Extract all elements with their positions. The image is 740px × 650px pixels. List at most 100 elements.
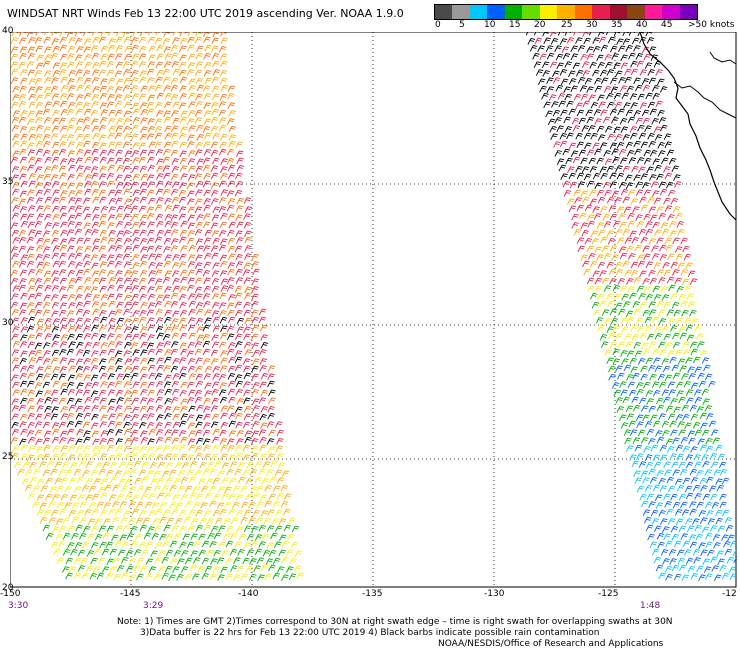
- wind-barb: [108, 189, 116, 197]
- wind-barb: [124, 198, 132, 206]
- wind-barb: [146, 422, 155, 429]
- wind-barb: [82, 206, 91, 214]
- wind-barb: [26, 61, 35, 68]
- wind-barb: [43, 430, 52, 438]
- wind-barb: [219, 310, 227, 317]
- wind-barb: [67, 269, 76, 277]
- wind-barb: [40, 485, 49, 493]
- wind-barb: [17, 468, 25, 476]
- wind-barb: [112, 484, 120, 492]
- wind-barb: [212, 132, 220, 140]
- wind-barb: [123, 133, 132, 140]
- wind-barb: [107, 389, 116, 397]
- wind-barb: [211, 214, 220, 222]
- wind-barb: [84, 341, 93, 349]
- wind-barb: [235, 277, 244, 284]
- wind-barb: [227, 365, 236, 373]
- wind-barb: [108, 300, 116, 308]
- wind-barb: [88, 485, 97, 493]
- wind-barb: [203, 189, 211, 197]
- wind-barb: [261, 478, 269, 485]
- wind-barb: [131, 277, 139, 285]
- wind-barb: [172, 117, 180, 125]
- wind-barb: [74, 228, 83, 236]
- wind-barb: [132, 349, 140, 356]
- wind-barb: [226, 277, 235, 284]
- wind-barb: [68, 365, 76, 372]
- wind-barb: [243, 372, 252, 380]
- wind-barb: [67, 388, 76, 396]
- wind-barb: [106, 86, 115, 93]
- wind-barb: [211, 157, 220, 165]
- wind-barb: [35, 253, 43, 261]
- wind-barb: [83, 237, 91, 245]
- wind-barb: [42, 381, 51, 389]
- wind-barb: [83, 430, 91, 437]
- wind-barb: [12, 94, 20, 101]
- wind-barb: [212, 477, 221, 485]
- wind-barb: [74, 398, 83, 406]
- wind-barb: [154, 126, 163, 133]
- wind-barb: [83, 445, 91, 452]
- wind-barb: [172, 181, 180, 189]
- wind-barb: [172, 68, 181, 76]
- wind-barb: [107, 365, 115, 373]
- wind-barb: [42, 358, 51, 365]
- wind-barb: [36, 213, 45, 220]
- wind-barb: [28, 173, 37, 180]
- wind-barb: [51, 310, 59, 318]
- wind-barb: [43, 126, 52, 134]
- wind-barb: [131, 422, 139, 429]
- wind-barb: [109, 476, 118, 484]
- wind-barb: [123, 188, 131, 196]
- wind-barb: [251, 300, 259, 308]
- wind-barb: [220, 325, 228, 333]
- wind-barb: [187, 198, 195, 205]
- wind-barb: [202, 126, 211, 133]
- wind-barb: [163, 110, 171, 117]
- wind-barb: [242, 269, 251, 276]
- wind-barb: [51, 294, 59, 301]
- wind-barb: [90, 365, 99, 372]
- scale-swatch: [627, 5, 645, 19]
- wind-barb: [188, 476, 197, 484]
- wind-barb: [218, 148, 227, 156]
- wind-barb: [260, 510, 269, 517]
- wind-barb: [162, 38, 171, 45]
- wind-barb: [162, 445, 171, 452]
- wind-barb: [11, 166, 20, 173]
- wind-barb: [131, 372, 139, 380]
- wind-barb: [170, 132, 179, 140]
- wind-barb: [258, 397, 267, 404]
- wind-barb: [116, 373, 124, 380]
- wind-barb: [98, 189, 107, 197]
- wind-barb: [154, 269, 163, 276]
- wind-barb: [219, 438, 228, 445]
- wind-barb: [147, 61, 155, 68]
- wind-barb: [276, 429, 285, 437]
- wind-barb: [155, 32, 162, 36]
- wind-barb: [211, 310, 220, 317]
- wind-barb: [12, 188, 20, 196]
- wind-barb: [11, 349, 20, 356]
- wind-barb: [60, 388, 68, 396]
- wind-barb: [36, 446, 44, 454]
- wind-barb: [190, 518, 199, 525]
- wind-barb: [66, 93, 75, 100]
- wind-barb: [107, 341, 116, 348]
- wind-barb: [83, 166, 91, 173]
- wind-barb: [188, 101, 196, 108]
- wind-barb: [155, 422, 163, 429]
- wind-barb: [155, 396, 163, 404]
- wind-barb: [19, 413, 28, 421]
- wind-barb: [20, 180, 28, 188]
- wind-barb: [99, 405, 107, 412]
- wind-barb: [240, 485, 248, 493]
- wind-barb: [75, 413, 84, 420]
- wind-barb: [66, 32, 75, 38]
- wind-barb: [85, 478, 94, 485]
- note-line: NOAA/NESDIS/Office of Research and Appli…: [438, 639, 664, 649]
- wind-barb: [210, 358, 219, 365]
- wind-barb: [18, 229, 27, 237]
- wind-barb: [132, 116, 140, 124]
